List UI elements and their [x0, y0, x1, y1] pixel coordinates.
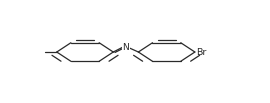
Text: Br: Br [196, 47, 207, 57]
Text: N: N [123, 43, 129, 52]
